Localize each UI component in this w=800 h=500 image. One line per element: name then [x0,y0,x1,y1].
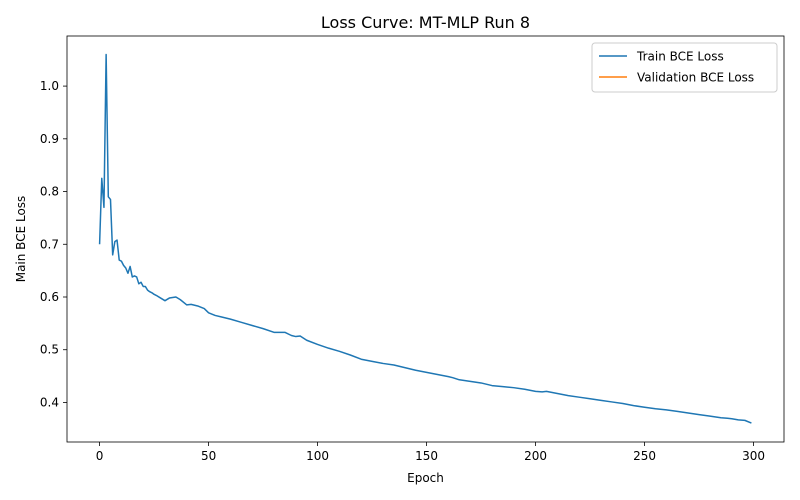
x-tick-label: 250 [633,449,656,463]
series-layer [98,53,752,424]
plot-frame [66,35,785,443]
y-tick-label: 0.4 [40,395,59,409]
x-axis-ticks: 0 50 100 150 200 250 300 [96,442,765,463]
x-axis-label: Epoch [407,471,444,485]
y-tick-label: 1.0 [40,79,59,93]
legend-validation-label: Validation BCE Loss [637,71,754,85]
series-line-train [98,53,752,424]
y-tick-label: 0.5 [40,343,59,357]
legend: Train BCE Loss Validation BCE Loss [591,42,778,93]
x-tick-label: 100 [306,449,329,463]
y-tick-label: 0.8 [40,185,59,199]
x-tick-label: 200 [524,449,547,463]
legend-box [591,42,778,93]
plot-area [67,36,784,442]
x-tick-label: 150 [415,449,438,463]
y-axis-ticks: 0.4 0.5 0.6 0.7 0.8 0.9 1.0 [40,79,67,409]
x-tick-label: 50 [201,449,216,463]
y-tick-label: 0.7 [40,237,59,251]
chart-title: Loss Curve: MT-MLP Run 8 [321,13,530,32]
y-tick-label: 0.6 [40,290,59,304]
legend-train-label: Train BCE Loss [636,50,724,64]
x-tick-label: 0 [96,449,104,463]
y-tick-label: 0.9 [40,132,59,146]
x-tick-label: 300 [742,449,765,463]
y-axis-label: Main BCE Loss [14,196,28,283]
